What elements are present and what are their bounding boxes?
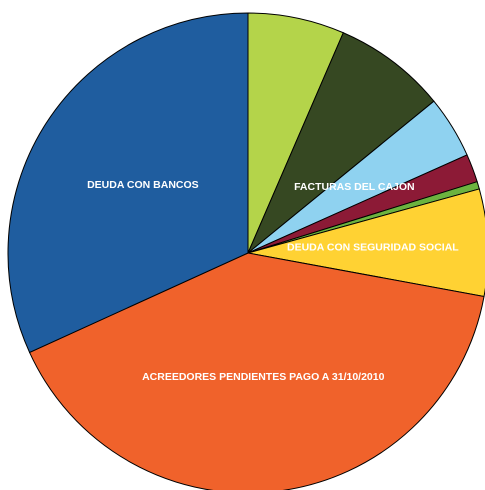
slice-label: FACTURAS DEL CAJON xyxy=(294,181,415,193)
slice-label: DEUDA CON BANCOS xyxy=(87,179,199,191)
pie-slice xyxy=(7,12,249,354)
pie-slice xyxy=(28,252,485,490)
pie-slice xyxy=(247,32,435,254)
pie-slice xyxy=(247,188,485,298)
slice-label: ACREEDORES PENDIENTES PAGO A 31/10/2010 xyxy=(142,371,385,383)
slice-label: DEUDA CON SEGURIDAD SOCIAL xyxy=(287,241,459,253)
